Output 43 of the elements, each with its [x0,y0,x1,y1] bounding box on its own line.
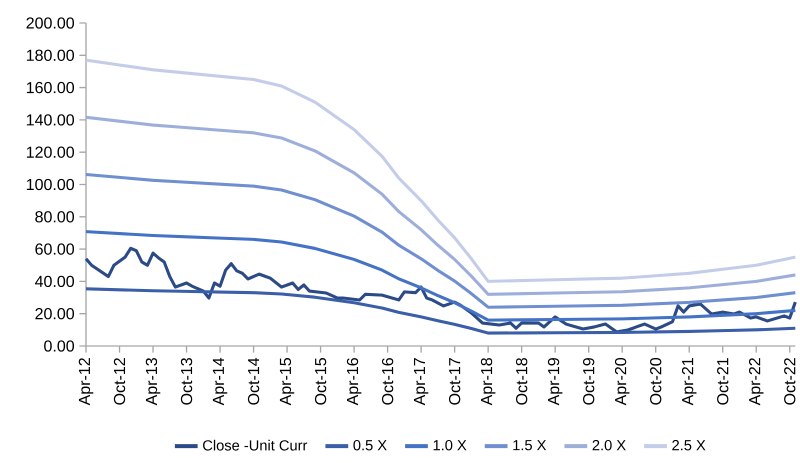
legend-label: 2.0 X [592,440,626,450]
x-tick-label: Oct-14 [248,358,260,405]
x-tick-label: Oct-22 [784,358,796,405]
x-tick-label: Oct-17 [448,358,460,405]
y-tick-label: 40.00 [34,276,74,288]
legend-label: 1.0 X [434,440,466,450]
y-tick-label: 120.00 [26,146,74,158]
line-series [84,58,797,283]
y-tick-label: 80.00 [35,211,74,222]
x-tick-label: Oct-16 [382,358,394,405]
legend-label: 2.5 X [672,440,706,450]
x-tick-label: Apr-13 [146,358,160,406]
x-tick-label: Apr-19 [548,358,562,406]
line-series [84,246,797,334]
x-tick-label: Oct-20 [650,358,662,405]
y-tick-label: 180.00 [26,50,74,61]
x-tick-label: Apr-16 [346,358,362,406]
x-tick-label: Apr-12 [78,358,94,406]
x-tick-label: Oct-18 [516,358,528,405]
y-tick-label: 20.00 [35,308,74,320]
x-tick-label: Apr-20 [614,358,630,406]
legend-label: 1.5 X [513,440,546,450]
y-tick-label: 140.00 [26,114,74,126]
x-tick-label: Apr-14 [212,358,228,406]
x-tick-label: Oct-19 [583,358,594,405]
y-tick-label: 200.00 [26,17,74,29]
x-tick-label: Apr-21 [682,358,696,406]
line-series [84,172,797,309]
x-tick-label: Oct-13 [180,358,192,405]
x-tick-label: Apr-17 [414,358,428,406]
x-tick-label: Apr-18 [480,358,496,406]
legend-label: 0.5 X [353,440,387,450]
y-tick-label: 60.00 [35,243,74,255]
y-tick-label: 100.00 [26,178,74,190]
x-tick-label: Oct-21 [717,358,728,405]
x-tick-label: Oct-12 [114,358,126,405]
x-tick-label: Apr-22 [748,358,764,406]
x-tick-label: Apr-15 [280,358,294,406]
y-tick-label: 160.00 [26,82,74,94]
y-tick-label: 0.00 [44,340,74,352]
line-series [84,116,797,296]
legend-label: Close -Unit Curr [203,440,308,451]
x-tick-label: Oct-15 [314,358,326,405]
